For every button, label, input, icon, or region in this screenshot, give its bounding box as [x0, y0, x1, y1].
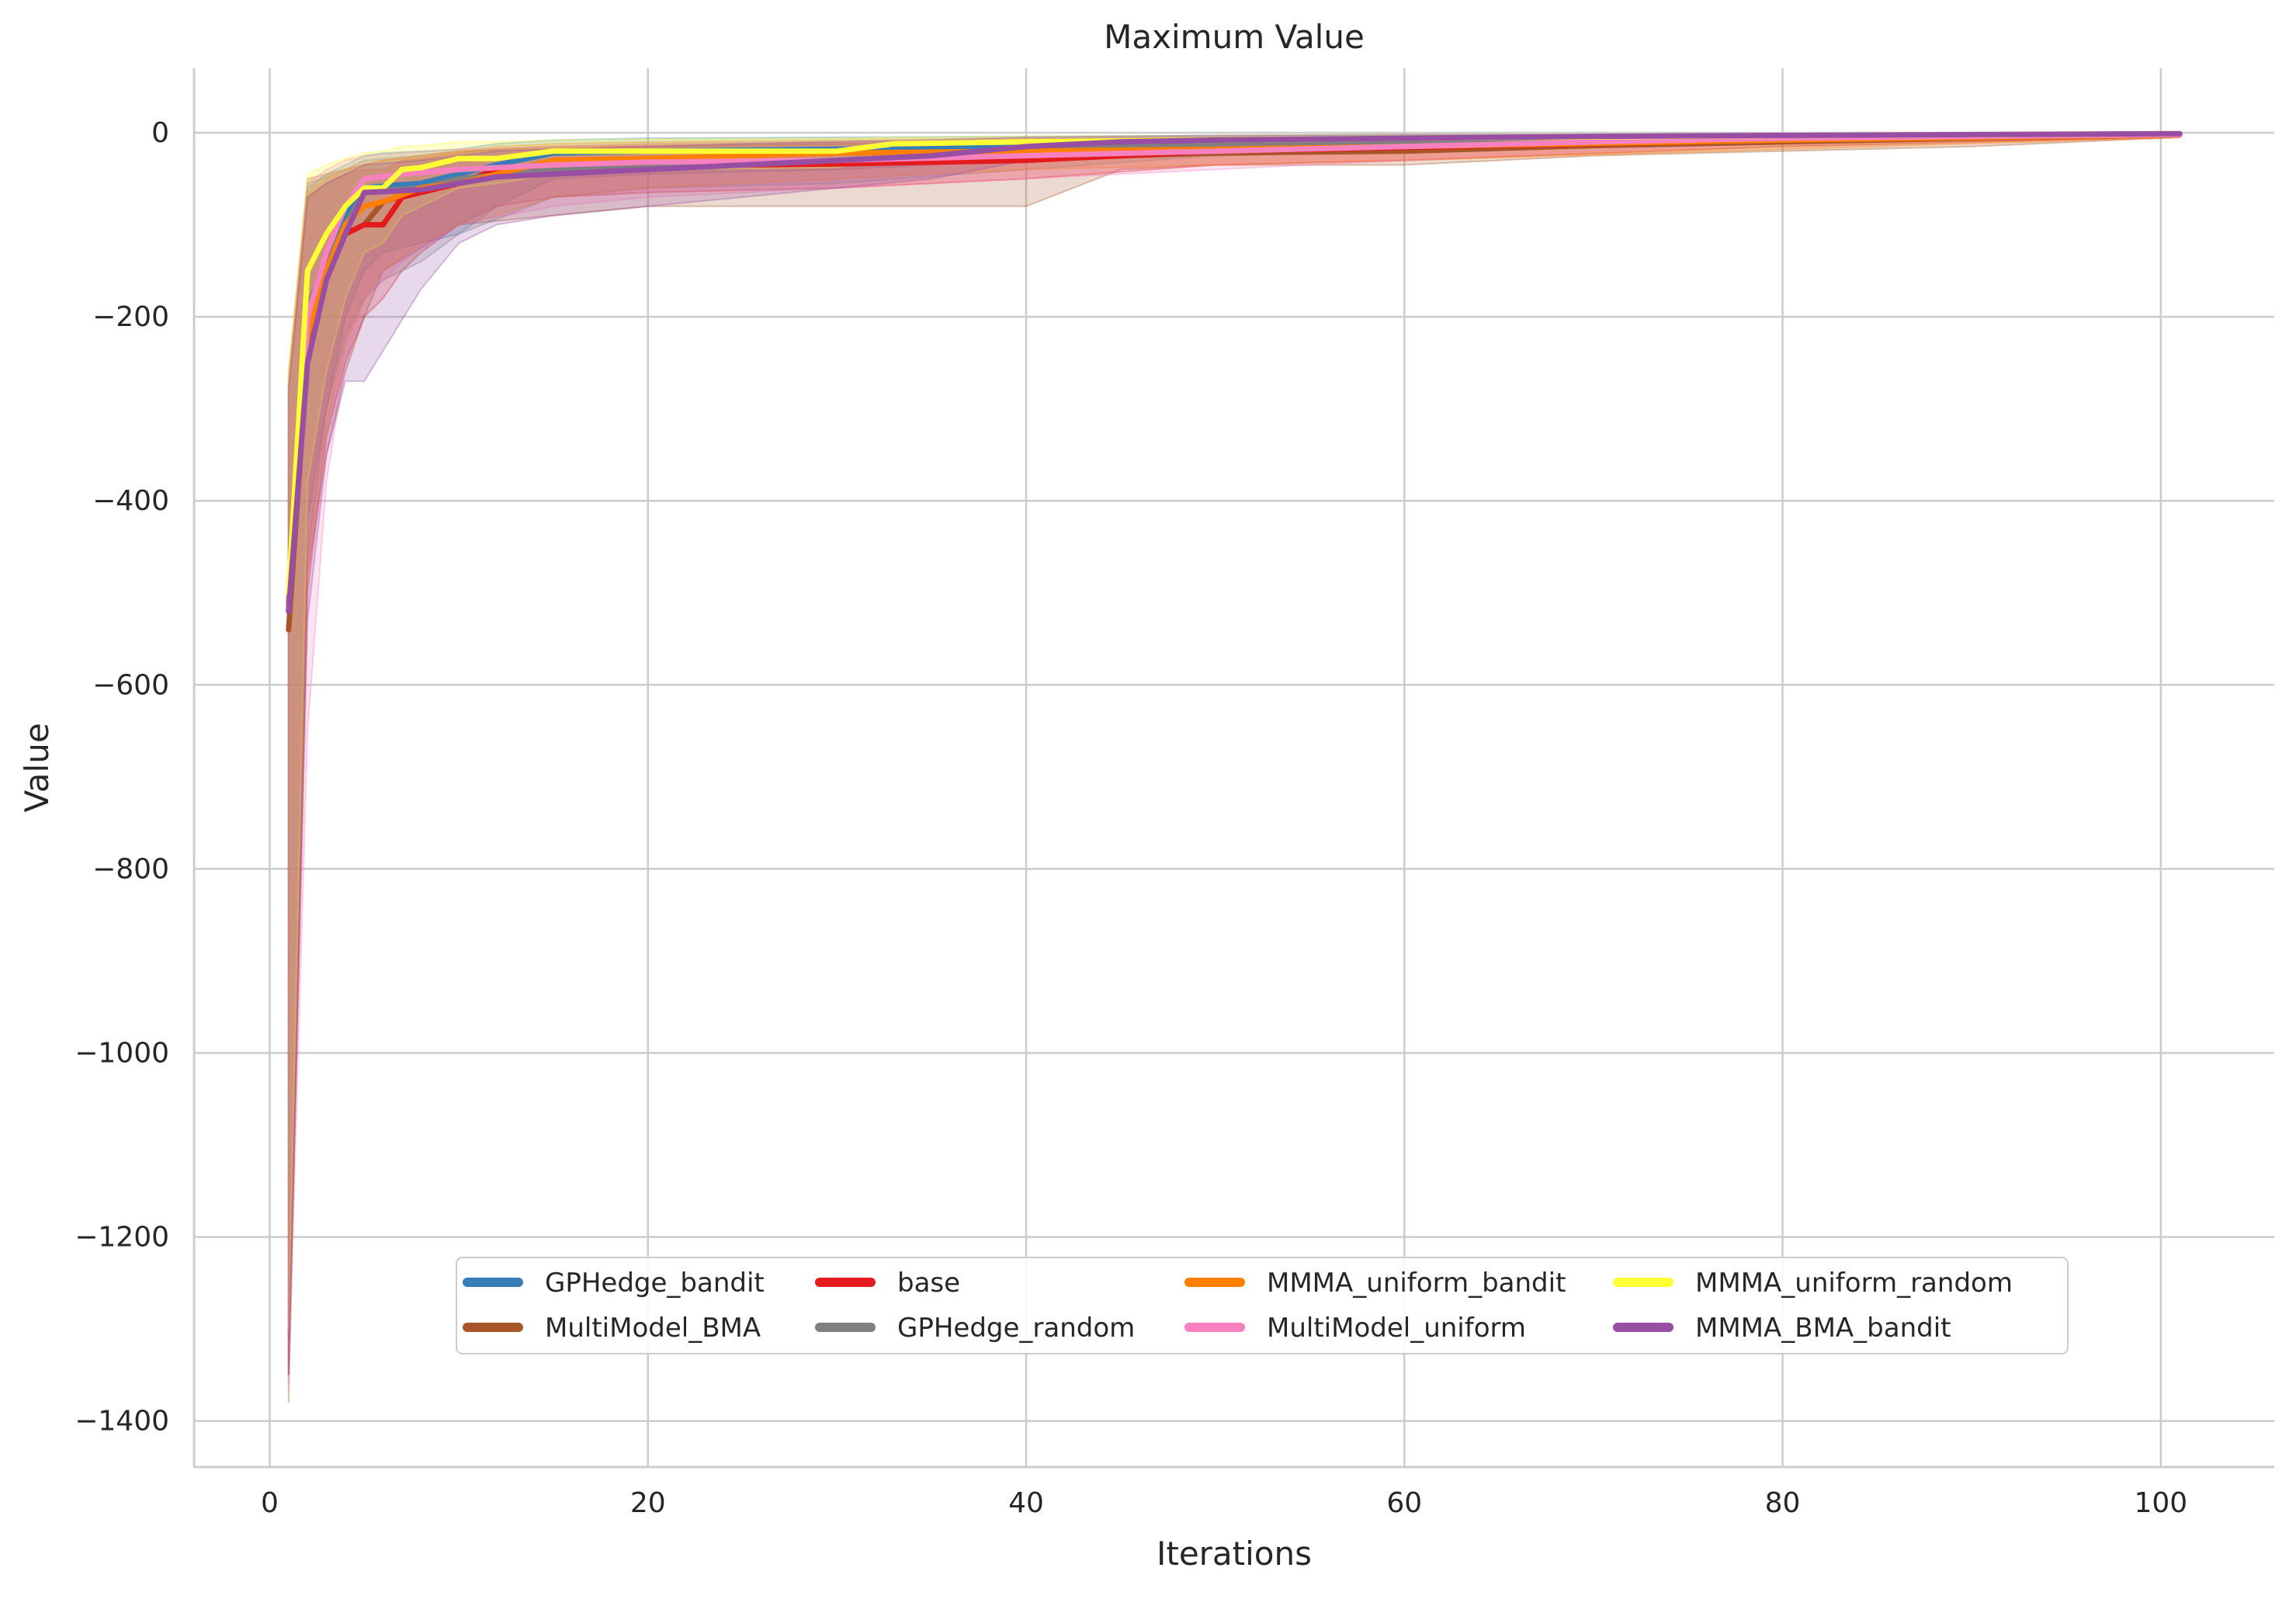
grid-layer: [194, 68, 2274, 1467]
legend-label-5: MultiModel_uniform: [1267, 1313, 1526, 1344]
confidence-band-0: [287, 133, 2181, 1375]
x-axis-label: Iterations: [1157, 1535, 1312, 1573]
x-tick-label: 0: [261, 1487, 279, 1519]
confidence-band-1: [287, 133, 2181, 1403]
confidence-band-6: [287, 133, 2181, 1330]
x-tick-label: 20: [630, 1487, 666, 1519]
confidence-band-3: [287, 133, 2181, 1366]
x-tick-label: 100: [2134, 1487, 2187, 1519]
legend-label-6: MMMA_uniform_random: [1695, 1268, 2013, 1299]
series-line-5: [286, 131, 2183, 614]
legend-label-3: GPHedge_random: [897, 1313, 1135, 1344]
chart-title: Maximum Value: [1104, 18, 1365, 56]
tick-labels: 0 20 40 60 80 100 0 −200 −400 −600 −800 −1000 −1200 −…: [75, 117, 2187, 1519]
legend-label-2: base: [897, 1268, 960, 1299]
x-tick-label: 60: [1386, 1487, 1422, 1519]
axes: [192, 68, 2274, 1469]
y-tick-label: −600: [92, 669, 169, 701]
legend-label-7: MMMA_BMA_bandit: [1695, 1313, 1951, 1344]
legend-label-4: MMMA_uniform_bandit: [1267, 1268, 1566, 1299]
x-tick-label: 40: [1008, 1487, 1044, 1519]
x-tick-label: 80: [1765, 1487, 1801, 1519]
confidence-band-2: [287, 133, 2181, 1375]
y-tick-label: −200: [92, 301, 169, 333]
confidence-band-7: [287, 133, 2181, 1375]
y-tick-label: −1400: [75, 1406, 169, 1438]
legend-label-0: GPHedge_bandit: [545, 1268, 765, 1299]
y-axis-label: Value: [18, 723, 56, 812]
y-tick-label: −1200: [75, 1222, 169, 1254]
series-lines: [286, 130, 2183, 633]
y-tick-label: −1000: [75, 1038, 169, 1070]
series-line-7: [286, 130, 2183, 614]
legend-label-1: MultiModel_BMA: [545, 1313, 761, 1344]
legend: GPHedge_bandit MultiModel_BMA base GPHedge_…: [456, 1257, 2069, 1354]
confidence-band-5: [287, 133, 2181, 1385]
confidence-bands: [287, 133, 2181, 1403]
y-tick-label: −400: [92, 485, 169, 517]
y-tick-label: −800: [92, 853, 169, 885]
y-tick-label: 0: [151, 117, 169, 149]
